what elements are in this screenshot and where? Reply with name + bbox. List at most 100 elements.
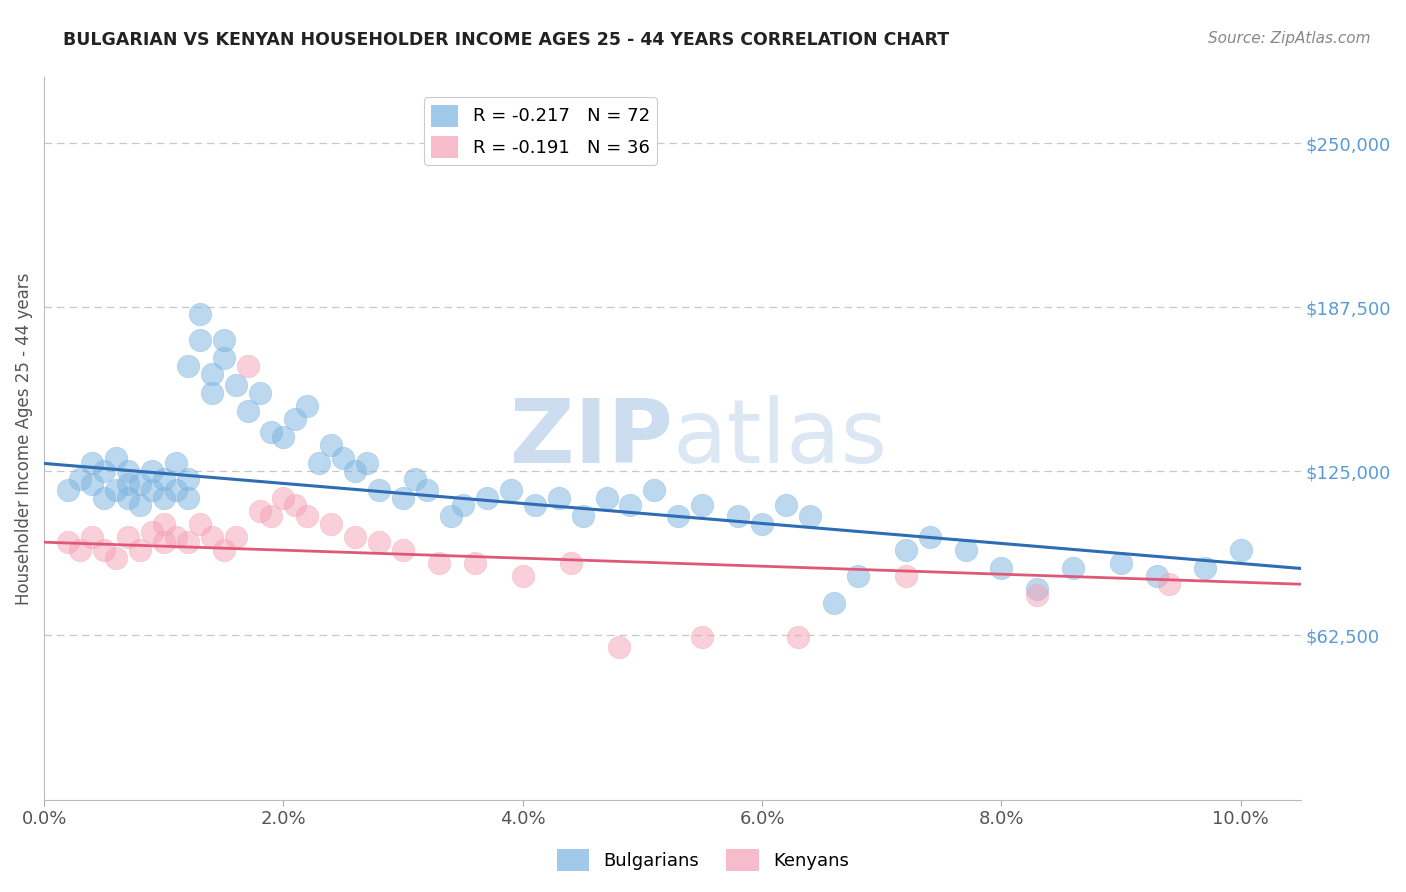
Point	[165, 457, 187, 471]
Point	[69, 543, 91, 558]
Point	[177, 359, 200, 374]
Point	[894, 569, 917, 583]
Point	[368, 483, 391, 497]
Point	[955, 543, 977, 558]
Text: atlas: atlas	[672, 395, 887, 482]
Point	[344, 530, 367, 544]
Point	[201, 385, 224, 400]
Point	[141, 524, 163, 539]
Point	[188, 307, 211, 321]
Point	[165, 483, 187, 497]
Point	[464, 556, 486, 570]
Point	[260, 425, 283, 439]
Point	[177, 535, 200, 549]
Point	[571, 508, 593, 523]
Text: ZIP: ZIP	[509, 395, 672, 482]
Point	[80, 457, 103, 471]
Point	[117, 530, 139, 544]
Point	[499, 483, 522, 497]
Point	[344, 464, 367, 478]
Point	[846, 569, 869, 583]
Point	[93, 543, 115, 558]
Point	[117, 464, 139, 478]
Point	[128, 477, 150, 491]
Point	[512, 569, 534, 583]
Point	[201, 530, 224, 544]
Point	[1146, 569, 1168, 583]
Point	[787, 630, 810, 644]
Point	[1062, 561, 1084, 575]
Point	[440, 508, 463, 523]
Point	[225, 530, 247, 544]
Point	[152, 491, 174, 505]
Point	[152, 472, 174, 486]
Point	[1026, 582, 1049, 597]
Point	[117, 477, 139, 491]
Point	[332, 451, 354, 466]
Point	[152, 535, 174, 549]
Point	[284, 411, 307, 425]
Point	[1109, 556, 1132, 570]
Point	[427, 556, 450, 570]
Point	[273, 491, 295, 505]
Point	[1230, 543, 1253, 558]
Point	[236, 404, 259, 418]
Point	[152, 516, 174, 531]
Point	[177, 472, 200, 486]
Point	[1026, 588, 1049, 602]
Point	[56, 535, 79, 549]
Point	[104, 551, 127, 566]
Point	[799, 508, 821, 523]
Point	[404, 472, 426, 486]
Point	[595, 491, 617, 505]
Point	[990, 561, 1012, 575]
Point	[308, 457, 330, 471]
Point	[104, 451, 127, 466]
Point	[823, 596, 845, 610]
Point	[69, 472, 91, 486]
Point	[1194, 561, 1216, 575]
Point	[141, 483, 163, 497]
Point	[128, 499, 150, 513]
Point	[236, 359, 259, 374]
Point	[56, 483, 79, 497]
Point	[368, 535, 391, 549]
Point	[751, 516, 773, 531]
Point	[321, 516, 343, 531]
Point	[93, 491, 115, 505]
Point	[547, 491, 569, 505]
Point	[177, 491, 200, 505]
Point	[212, 333, 235, 347]
Point	[392, 543, 415, 558]
Point	[523, 499, 546, 513]
Point	[475, 491, 498, 505]
Point	[894, 543, 917, 558]
Point	[273, 430, 295, 444]
Point	[775, 499, 797, 513]
Point	[666, 508, 689, 523]
Point	[284, 499, 307, 513]
Point	[249, 385, 271, 400]
Point	[297, 508, 319, 523]
Point	[356, 457, 378, 471]
Point	[201, 367, 224, 381]
Point	[451, 499, 474, 513]
Point	[165, 530, 187, 544]
Point	[212, 351, 235, 366]
Point	[643, 483, 665, 497]
Point	[607, 640, 630, 655]
Point	[249, 504, 271, 518]
Y-axis label: Householder Income Ages 25 - 44 years: Householder Income Ages 25 - 44 years	[15, 272, 32, 605]
Point	[260, 508, 283, 523]
Point	[225, 377, 247, 392]
Point	[80, 477, 103, 491]
Point	[690, 630, 713, 644]
Point	[560, 556, 582, 570]
Point	[188, 516, 211, 531]
Point	[1157, 577, 1180, 591]
Text: Source: ZipAtlas.com: Source: ZipAtlas.com	[1208, 31, 1371, 46]
Legend: R = -0.217   N = 72, R = -0.191   N = 36: R = -0.217 N = 72, R = -0.191 N = 36	[423, 97, 657, 165]
Point	[93, 464, 115, 478]
Point	[416, 483, 439, 497]
Point	[141, 464, 163, 478]
